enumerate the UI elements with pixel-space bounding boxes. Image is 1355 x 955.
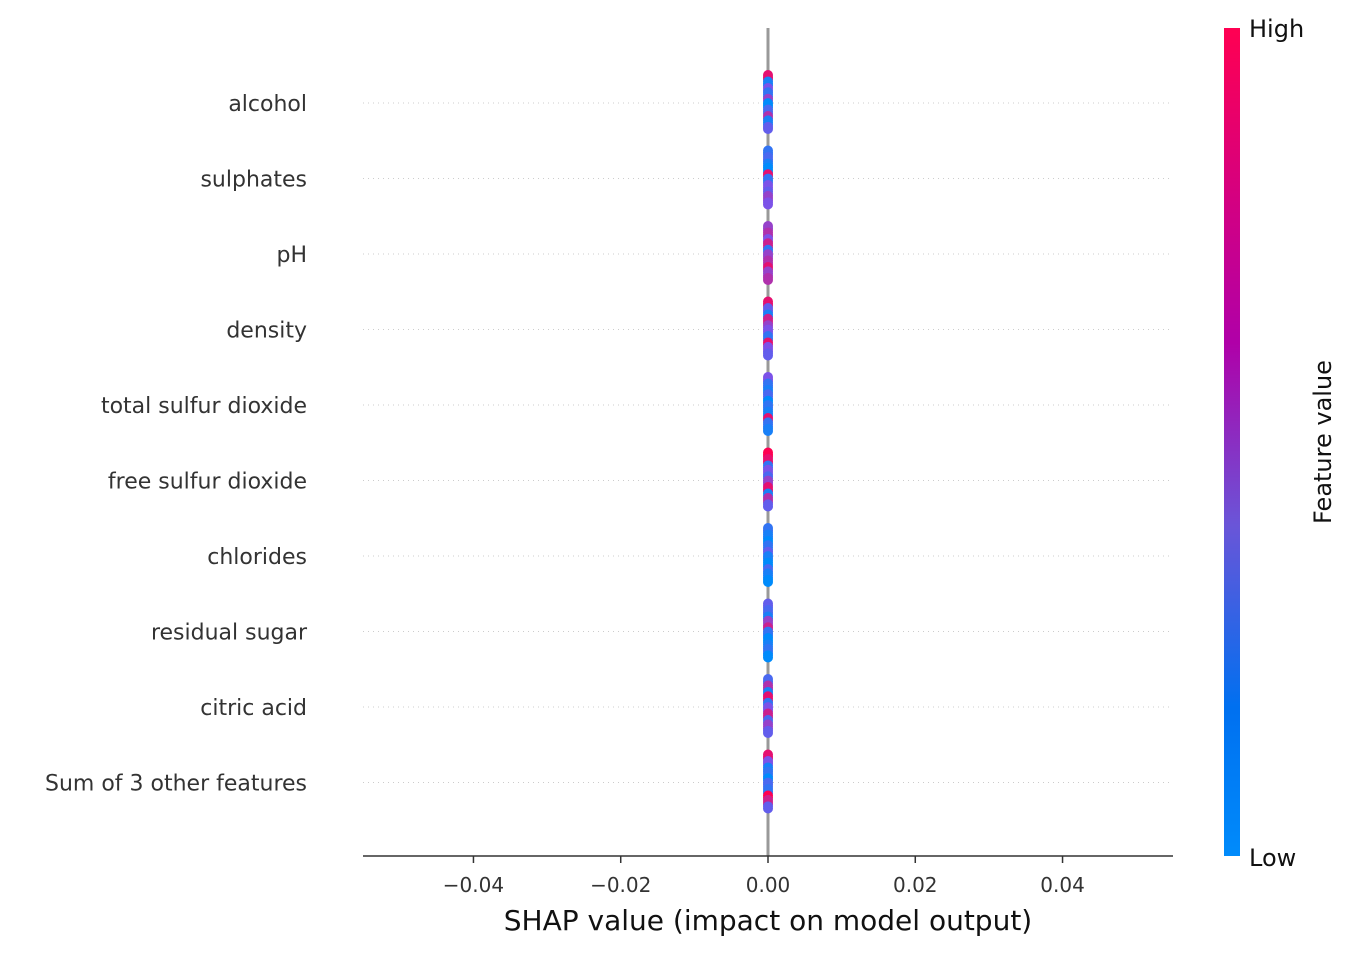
x-tick-label: 0.04 (1040, 873, 1085, 897)
data-points (763, 70, 773, 814)
data-point (763, 124, 773, 134)
data-point (763, 803, 773, 814)
x-tick-label: 0.02 (893, 873, 938, 897)
feature-label: chlorides (207, 545, 307, 570)
feature-labels: alcohol sulphates pH density total sulfur di… (45, 92, 308, 797)
data-point (763, 350, 773, 361)
feature-label: density (226, 319, 307, 344)
feature-label: alcohol (228, 92, 307, 117)
colorbar-title: Feature value (1309, 360, 1337, 524)
x-ticks: −0.04 −0.02 0.00 0.02 0.04 (443, 856, 1085, 897)
x-tick-label: −0.04 (443, 873, 504, 897)
feature-label: free sulfur dioxide (108, 470, 307, 495)
colorbar (1224, 28, 1240, 856)
x-axis-title: SHAP value (impact on model output) (504, 904, 1032, 937)
x-tick-label: −0.02 (590, 873, 651, 897)
colorbar-high-label: High (1249, 15, 1304, 43)
feature-label: total sulfur dioxide (101, 394, 307, 419)
data-point (763, 501, 773, 512)
feature-label: pH (276, 243, 307, 268)
data-point (763, 577, 773, 587)
feature-label: sulphates (200, 168, 307, 193)
data-point (763, 426, 773, 436)
data-point (763, 728, 773, 738)
data-point (763, 199, 773, 210)
data-point (763, 652, 773, 663)
data-point (763, 275, 773, 285)
feature-label: residual sugar (151, 621, 308, 646)
feature-label: citric acid (200, 696, 307, 721)
feature-label: Sum of 3 other features (45, 772, 307, 797)
x-tick-label: 0.00 (746, 873, 791, 897)
colorbar-low-label: Low (1249, 844, 1296, 872)
